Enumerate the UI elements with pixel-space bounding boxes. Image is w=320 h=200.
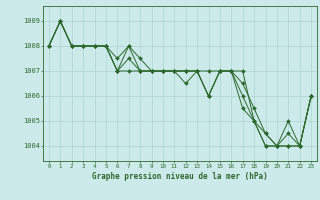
X-axis label: Graphe pression niveau de la mer (hPa): Graphe pression niveau de la mer (hPa) bbox=[92, 172, 268, 181]
